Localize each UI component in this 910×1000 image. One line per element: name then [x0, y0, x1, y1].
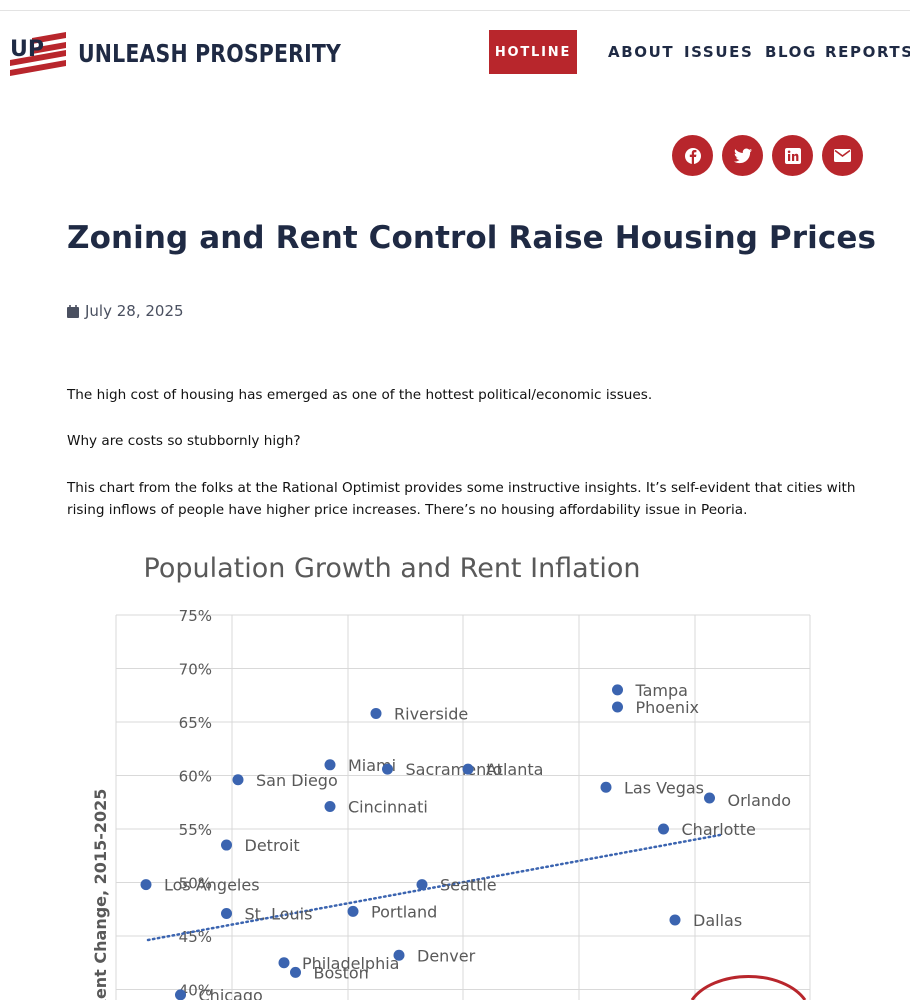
twitter-icon	[733, 148, 752, 163]
data-point	[290, 966, 301, 978]
data-point-label: Charlotte	[682, 820, 756, 839]
data-point-label: Denver	[417, 946, 476, 965]
chart-y-axis-label: Rent Change, 2015-2025	[91, 789, 110, 1000]
data-point-label: Portland	[371, 902, 437, 921]
data-point	[221, 839, 232, 851]
data-point-label: Detroit	[245, 836, 300, 855]
data-point-label: Atlanta	[486, 760, 543, 779]
data-point-label: Seattle	[440, 876, 497, 895]
annotation-circle	[690, 974, 807, 1000]
data-point	[370, 707, 382, 719]
nav-item-reports[interactable]: REPORTS	[825, 43, 910, 61]
social-share	[672, 135, 872, 176]
data-point	[278, 957, 290, 969]
article-date-text: July 28, 2025	[85, 302, 184, 320]
data-point	[347, 905, 359, 917]
data-point	[382, 763, 393, 775]
y-tick-label: 55%	[179, 821, 212, 839]
y-tick-label: 50%	[179, 875, 212, 893]
scatter-chart: 40% 45% 50% 55% 60% 65% 70% 75% Tampa Phoenix Riv…	[60, 535, 850, 1000]
data-point-label: St. Louis	[245, 905, 313, 924]
data-point-label: Dallas	[693, 911, 742, 930]
data-point-label: Los Angeles	[164, 876, 260, 895]
article-paragraph-1: The high cost of housing has emerged as …	[67, 387, 653, 403]
email-icon	[834, 149, 851, 162]
data-point-label: San Diego	[256, 771, 338, 790]
data-point	[140, 879, 152, 891]
article-paragraph-3: This chart from the folks at the Rationa…	[67, 480, 856, 518]
data-point	[612, 701, 623, 713]
chart-title: Population Growth and Rent Inflation	[144, 553, 641, 584]
nav-item-blog[interactable]: BLOG	[765, 43, 817, 61]
trendline	[146, 833, 722, 942]
y-tick-label: 75%	[179, 607, 212, 625]
nav-hotline-button[interactable]: HOTLINE	[489, 30, 577, 74]
logo-mark: UP	[10, 30, 66, 76]
linkedin-share-button[interactable]	[772, 135, 813, 176]
data-point	[704, 792, 715, 804]
data-point-label: Philadelphia	[302, 954, 399, 973]
data-point	[600, 781, 612, 793]
data-point	[658, 823, 669, 835]
calendar-icon	[67, 304, 79, 318]
data-point	[393, 949, 405, 961]
data-point	[232, 774, 244, 786]
nav-item-issues[interactable]: ISSUES	[684, 43, 754, 61]
y-tick-label: 70%	[179, 661, 212, 679]
twitter-share-button[interactable]	[722, 135, 763, 176]
y-tick-label: 40%	[179, 982, 212, 1000]
article-date: July 28, 2025	[67, 302, 184, 320]
logo-mark-text: UP	[10, 37, 44, 62]
data-point-label: Chicago	[199, 986, 263, 1000]
y-tick-label: 60%	[179, 768, 212, 786]
data-point-label: Boston	[314, 963, 369, 982]
main-nav: HOTLINE	[489, 30, 577, 74]
facebook-icon	[684, 147, 701, 164]
email-share-button[interactable]	[822, 135, 863, 176]
data-point	[416, 879, 428, 891]
data-point-label: Phoenix	[636, 698, 699, 717]
data-point	[175, 989, 186, 1000]
data-point	[612, 684, 623, 696]
data-point	[324, 801, 336, 813]
data-point-label: Cincinnati	[348, 798, 428, 817]
data-point-label: Las Vegas	[624, 778, 704, 797]
nav-item-about[interactable]: ABOUT	[608, 43, 675, 61]
logo-text: UNLEASH PROSPERITY	[78, 38, 342, 68]
data-point-label: Sacramento	[406, 760, 503, 779]
article-paragraph-2: Why are costs so stubbornly high?	[67, 433, 301, 449]
data-point-label: Riverside	[394, 704, 468, 723]
y-tick-label: 45%	[179, 928, 212, 946]
top-divider	[0, 10, 910, 11]
data-point	[324, 759, 336, 771]
data-point-label: Tampa	[635, 681, 688, 700]
article-title: Zoning and Rent Control Raise Housing Pr…	[67, 220, 877, 256]
data-point-label: Orlando	[728, 791, 792, 810]
y-tick-label: 65%	[179, 714, 212, 732]
data-point	[221, 908, 232, 920]
facebook-share-button[interactable]	[672, 135, 713, 176]
linkedin-icon	[784, 147, 801, 164]
data-point	[669, 914, 681, 926]
data-point	[462, 763, 474, 775]
site-logo[interactable]: UP UNLEASH PROSPERITY	[10, 30, 399, 76]
